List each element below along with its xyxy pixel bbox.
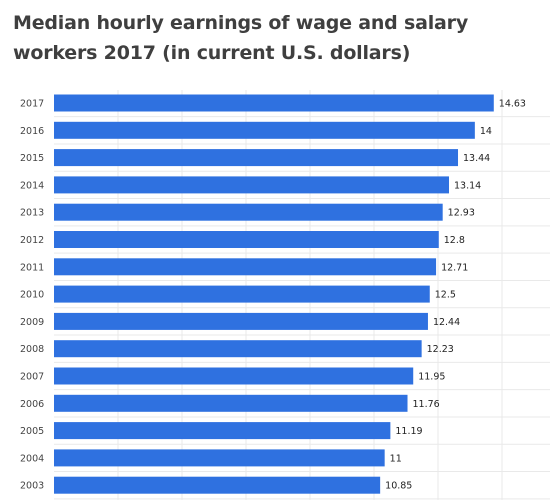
category-tick-label: 2013 bbox=[20, 208, 44, 219]
bar-2015[interactable] bbox=[54, 149, 459, 167]
category-tick-label: 2008 bbox=[20, 344, 44, 355]
value-label: 13.44 bbox=[463, 153, 490, 164]
value-label: 14 bbox=[480, 126, 492, 137]
category-tick-label: 2003 bbox=[20, 481, 44, 492]
bar-2012[interactable] bbox=[54, 231, 439, 248]
bar-2010[interactable] bbox=[54, 285, 430, 303]
value-label: 12.44 bbox=[433, 317, 460, 328]
bar-2003[interactable] bbox=[54, 476, 381, 494]
category-tick-label: 2017 bbox=[20, 99, 44, 110]
bar-2009[interactable] bbox=[54, 312, 428, 330]
value-label: 11.76 bbox=[413, 399, 440, 410]
value-label: 13.14 bbox=[454, 180, 481, 191]
category-tick-label: 2016 bbox=[20, 126, 44, 137]
bars bbox=[54, 94, 494, 494]
bar-2006[interactable] bbox=[54, 394, 408, 412]
category-tick-label: 2012 bbox=[20, 235, 44, 246]
bar-2008[interactable] bbox=[54, 340, 422, 358]
value-label: 11 bbox=[390, 453, 402, 464]
category-tick-label: 2014 bbox=[20, 180, 44, 191]
value-label: 14.63 bbox=[499, 99, 526, 110]
category-tick-label: 2010 bbox=[20, 290, 44, 301]
category-tick-label: 2006 bbox=[20, 399, 44, 410]
value-label: 12.5 bbox=[435, 290, 456, 301]
value-label: 10.85 bbox=[385, 481, 412, 492]
value-label: 12.23 bbox=[427, 344, 454, 355]
category-tick-label: 2009 bbox=[20, 317, 44, 328]
value-label: 12.71 bbox=[441, 262, 468, 273]
category-tick-label: 2004 bbox=[20, 453, 44, 464]
bar-2013[interactable] bbox=[54, 203, 443, 221]
value-label: 11.19 bbox=[395, 426, 422, 437]
value-label: 12.93 bbox=[448, 208, 475, 219]
bar-2004[interactable] bbox=[54, 449, 385, 467]
chart-title: Median hourly earnings of wage and salar… bbox=[13, 12, 469, 64]
bar-2014[interactable] bbox=[54, 176, 449, 194]
value-label: 12.8 bbox=[444, 235, 465, 246]
category-tick-label: 2005 bbox=[20, 426, 44, 437]
value-label: 11.95 bbox=[418, 372, 445, 383]
bar-2005[interactable] bbox=[54, 422, 391, 440]
category-tick-label: 2007 bbox=[20, 372, 44, 383]
bar-2017[interactable] bbox=[54, 94, 494, 112]
category-tick-label: 2015 bbox=[20, 153, 44, 164]
bar-2007[interactable] bbox=[54, 367, 414, 385]
category-tick-label: 2011 bbox=[20, 262, 44, 273]
bar-2016[interactable] bbox=[54, 121, 475, 139]
bar-2011[interactable] bbox=[54, 258, 437, 276]
labels: 2017 14.63 2016 14 2015 13.44 2014 13.14 2013 12.… bbox=[20, 99, 526, 492]
